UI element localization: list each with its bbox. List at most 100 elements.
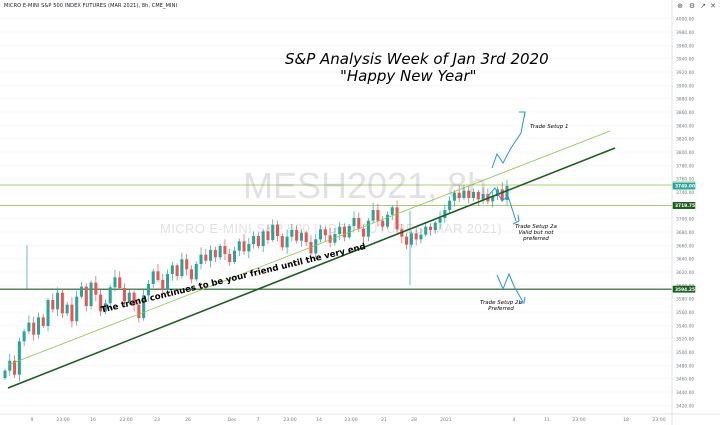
x-tick-label: 23:00 xyxy=(119,417,132,423)
x-tick-label: 23 xyxy=(154,417,160,423)
candle-body xyxy=(467,190,471,198)
candle-body xyxy=(419,234,423,240)
y-tick-label: 3840.00 xyxy=(676,123,694,129)
candle-body xyxy=(443,210,447,218)
y-tick-label: 3460.00 xyxy=(676,377,694,383)
x-tick-label: 26 xyxy=(185,417,191,423)
y-tick-label: 3500.00 xyxy=(676,350,694,356)
price-tag-box xyxy=(672,202,696,209)
candle-body xyxy=(357,218,361,229)
settings-icon[interactable]: ⚙ xyxy=(688,2,696,10)
candle-body xyxy=(17,341,21,375)
price-tag-label: 3749.00 xyxy=(675,184,695,190)
candle-down xyxy=(342,223,346,242)
close-icon[interactable]: ✕ xyxy=(710,2,716,10)
channel-line xyxy=(7,130,611,366)
candle-body xyxy=(46,300,50,326)
candle-down xyxy=(381,216,385,231)
x-tick-label: 4 xyxy=(513,417,516,423)
x-tick-label: 23:00 xyxy=(652,417,665,423)
candle-up xyxy=(299,229,303,247)
candle-down xyxy=(213,246,217,262)
candle-down xyxy=(118,271,122,290)
candle-up xyxy=(314,234,318,259)
candle-up xyxy=(199,247,203,270)
candle-up xyxy=(170,262,174,281)
candle-body xyxy=(142,295,146,318)
candle-body xyxy=(70,304,74,322)
add-icon[interactable]: ⊕ xyxy=(677,2,683,10)
candle-body xyxy=(22,331,26,342)
candle-up xyxy=(409,230,413,248)
candle-body xyxy=(381,220,385,227)
trade-setup-2a-line1: Trade Setup 2a xyxy=(515,224,557,230)
candle-body xyxy=(180,259,184,276)
candle-body xyxy=(99,294,103,312)
candle-up xyxy=(505,180,509,206)
y-tick-label: 3440.00 xyxy=(676,390,694,396)
candle-body xyxy=(390,207,394,215)
y-tick-label: 3960.00 xyxy=(676,43,694,49)
price-tag-box xyxy=(672,182,696,190)
candle-down xyxy=(228,248,232,266)
y-tick-label: 3920.00 xyxy=(676,70,694,76)
y-tick-label: 3800.00 xyxy=(676,150,694,156)
trade-setup-2b-line1: Trade Setup 2b xyxy=(480,300,522,306)
y-tick-label: 3940.00 xyxy=(676,57,694,63)
candle-body xyxy=(127,292,131,302)
candle-body xyxy=(252,236,256,244)
candle-down xyxy=(60,288,64,318)
y-tick-label: 3760.00 xyxy=(676,177,694,183)
y-tick-label: 3700.00 xyxy=(676,217,694,223)
candle-up xyxy=(127,289,131,305)
primary-trendline xyxy=(7,147,616,389)
candle-body xyxy=(409,233,413,245)
candle-down xyxy=(185,254,189,276)
candle-down xyxy=(457,185,461,202)
candle-body xyxy=(376,210,380,221)
candle-body xyxy=(32,322,36,335)
arrow-setup-1-head xyxy=(519,111,526,119)
candle-body xyxy=(266,231,270,240)
candle-body xyxy=(151,271,155,284)
candle-up xyxy=(142,290,146,321)
candle-down xyxy=(32,316,36,341)
candle-body xyxy=(414,233,418,240)
candle-down xyxy=(70,297,74,328)
candle-up xyxy=(271,219,275,242)
candle-down xyxy=(51,293,55,313)
candle-up xyxy=(17,337,21,382)
candle-body xyxy=(56,292,60,310)
candle-body xyxy=(457,192,461,198)
x-tick-label: 9 xyxy=(31,417,34,423)
watermark-name: MICRO E-MINI S&P 500 INDEX FUTURES (MAR … xyxy=(160,221,503,236)
candle-up xyxy=(232,246,237,264)
candle-body xyxy=(261,231,265,246)
candlestick-series xyxy=(3,180,509,382)
candle-body xyxy=(438,218,442,223)
symbol-title: MICRO E-MINI S&P 500 INDEX FUTURES (MAR … xyxy=(4,3,178,9)
trade-setup-arrows xyxy=(487,111,526,304)
chart-grid xyxy=(0,18,672,406)
candle-body xyxy=(338,226,342,234)
candle-body xyxy=(290,230,294,237)
external-link-icon[interactable]: ↗ xyxy=(700,2,706,10)
arrow-setup-2a xyxy=(487,187,517,222)
x-tick-label: 16 xyxy=(90,417,96,423)
candle-up xyxy=(366,218,370,242)
candle-up xyxy=(75,290,79,326)
trade-setup-2b-label: Trade Setup 2b Preferred xyxy=(474,300,528,312)
candle-body xyxy=(118,277,122,288)
candle-body xyxy=(472,192,476,198)
candle-down xyxy=(13,355,17,378)
x-tick-label: 23:00 xyxy=(56,417,69,423)
candle-body xyxy=(371,210,375,221)
candle-down xyxy=(204,248,208,264)
candle-body xyxy=(319,229,323,240)
candle-body xyxy=(194,264,198,280)
candle-down xyxy=(323,226,327,242)
y-tick-label: 3680.00 xyxy=(676,230,694,236)
candle-body xyxy=(8,360,12,371)
candle-body xyxy=(89,282,93,306)
